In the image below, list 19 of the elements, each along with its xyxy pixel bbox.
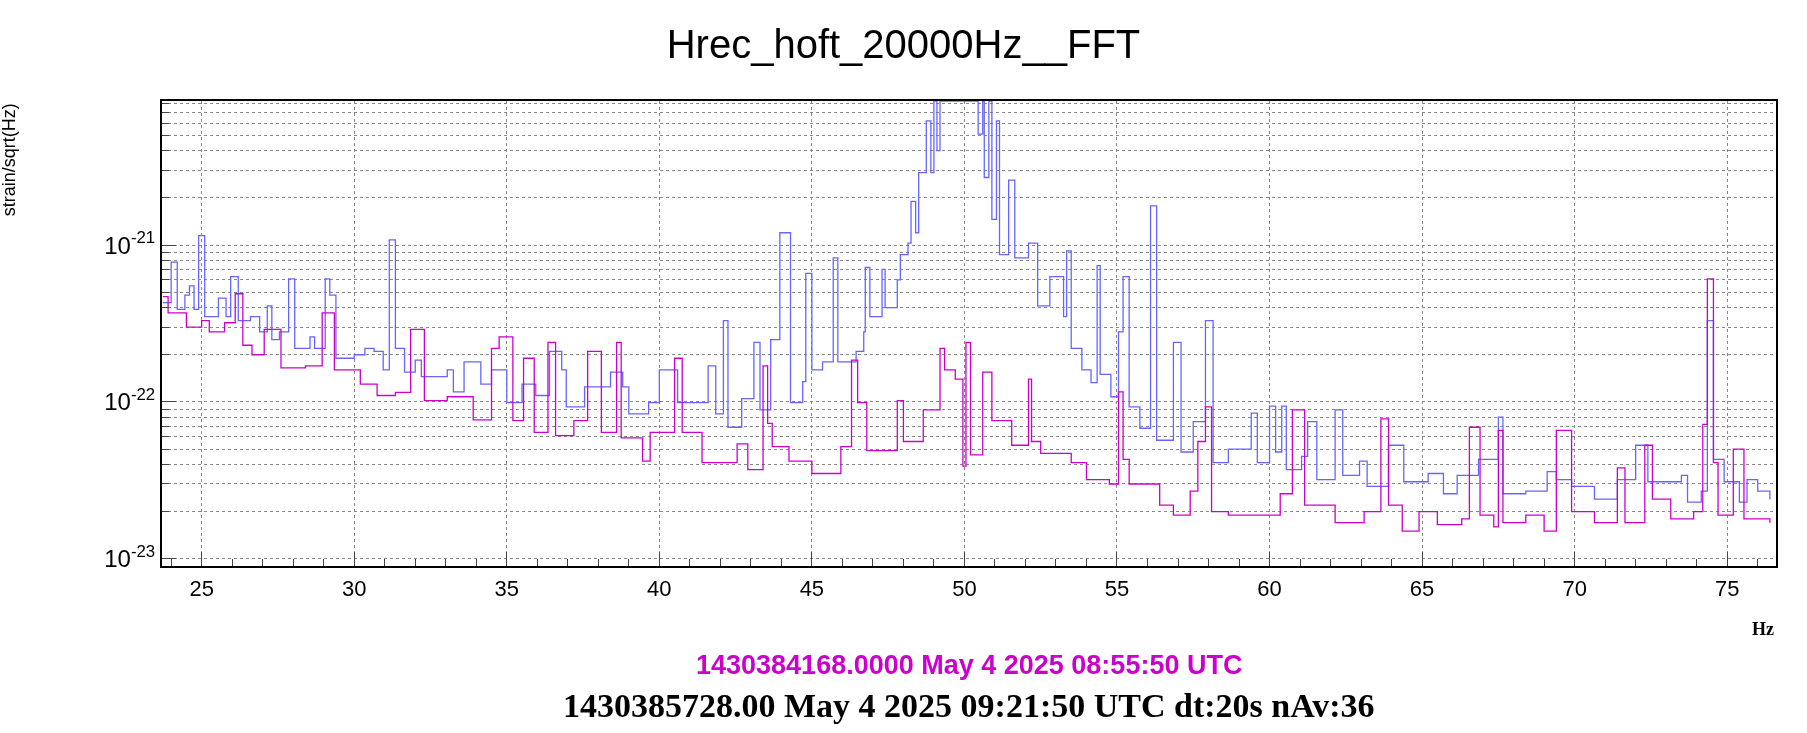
- y-tick-label: 10$^{-22}$: [104, 385, 156, 416]
- chart-title: Hrec_hoft_20000Hz__FFT: [666, 22, 1141, 66]
- x-tick-label: 60: [1257, 576, 1282, 602]
- x-tick-label: 45: [799, 576, 825, 602]
- y-tick-label: 10$^{-23}$: [104, 542, 156, 573]
- x-tick-label: 30: [341, 576, 367, 602]
- x-tick-label: 65: [1409, 576, 1435, 602]
- x-tick-label: 70: [1562, 576, 1587, 602]
- x-tick-label: 35: [494, 576, 520, 602]
- text: 1430385728.00 May 4 2025 09:21:50 UTC dt:20s nAv:36: [563, 687, 1375, 724]
- x-tick-label: 50: [952, 576, 977, 602]
- x-tick-label: 25: [189, 576, 214, 602]
- y-axis-title: strain/sqrt(Hz): [0, 103, 20, 217]
- y-tick-label: 10$^{-21}$: [104, 228, 156, 259]
- x-axis-title: Hz: [1752, 619, 1774, 639]
- x-tick-label: 75: [1714, 576, 1740, 602]
- x-tick-label: 40: [647, 576, 672, 602]
- x-tick-label: 55: [1104, 576, 1130, 602]
- text: 1430384168.0000 May 4 2025 08:55:50 UTC: [696, 650, 1243, 680]
